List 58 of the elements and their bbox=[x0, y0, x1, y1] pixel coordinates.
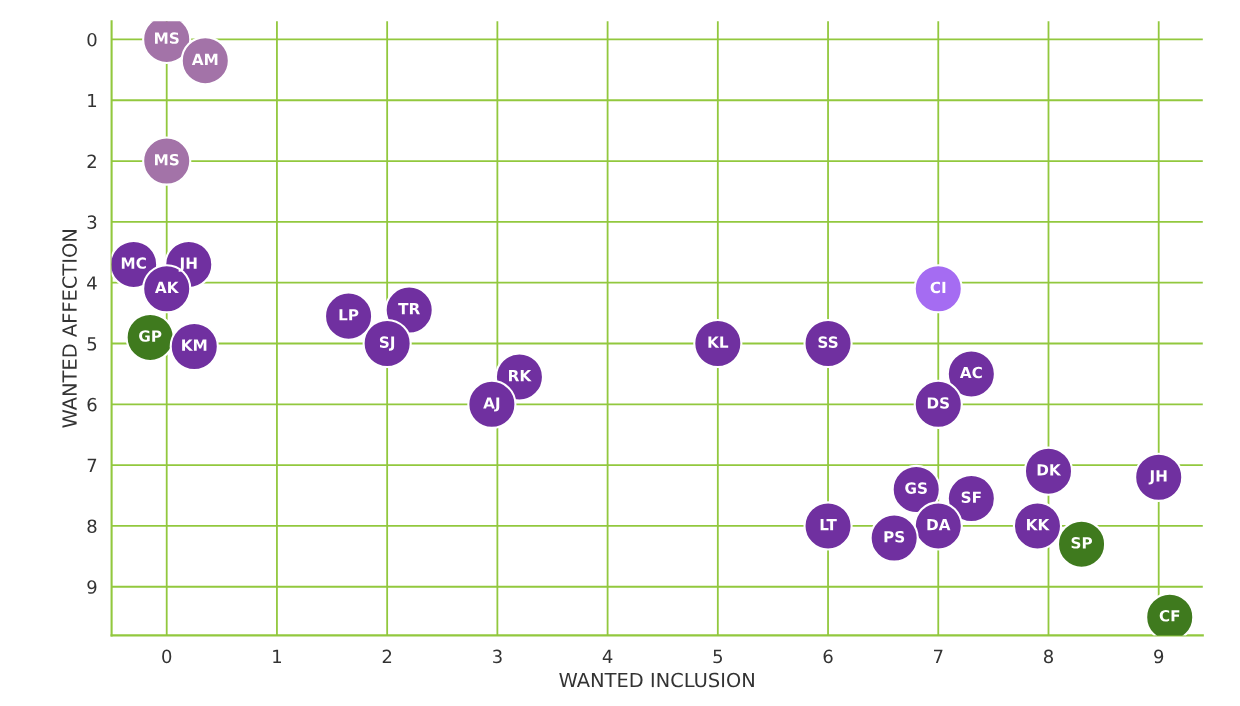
annotation: CF bbox=[1159, 610, 1180, 622]
y-tick-label: 1 bbox=[88, 93, 97, 108]
y-tick-label: 9 bbox=[87, 580, 97, 594]
annotation: PS bbox=[884, 530, 905, 543]
point bbox=[693, 318, 743, 369]
x-tick-label: 9 bbox=[1154, 649, 1164, 664]
annotation: MS bbox=[155, 32, 179, 44]
point bbox=[323, 291, 374, 341]
annotation: SS bbox=[818, 336, 838, 348]
annotation: CI bbox=[930, 281, 946, 294]
annotation: GS bbox=[905, 482, 927, 494]
x-tick-label: 3 bbox=[493, 649, 502, 664]
annotation: DS bbox=[927, 397, 949, 409]
x-tick-label: 1 bbox=[273, 649, 282, 664]
x-tick-label: 7 bbox=[934, 649, 943, 664]
x-tick-label: 2 bbox=[382, 649, 392, 664]
annotation: AC bbox=[959, 366, 982, 379]
annotation: DK bbox=[1037, 464, 1062, 476]
annotation: MC bbox=[121, 257, 146, 269]
annotation: JH bbox=[1148, 470, 1167, 485]
x-tick-label: 4 bbox=[602, 649, 613, 664]
y-tick-label: 4 bbox=[87, 276, 97, 290]
annotation: KL bbox=[708, 336, 729, 348]
annotation: TR bbox=[398, 303, 420, 315]
point bbox=[1056, 519, 1107, 569]
point bbox=[803, 318, 853, 369]
annotation: MS bbox=[155, 153, 179, 166]
annotation: AK bbox=[154, 281, 180, 293]
annotation: JH bbox=[178, 257, 197, 272]
annotation: KM bbox=[182, 339, 207, 351]
x-tick-label: 0 bbox=[162, 649, 172, 664]
annotation: AJ bbox=[483, 397, 500, 412]
y-tick-label: 6 bbox=[87, 397, 97, 412]
x-tick-label: 5 bbox=[713, 649, 722, 664]
annotation: KK bbox=[1027, 519, 1050, 531]
x-tick-label: 6 bbox=[823, 649, 833, 664]
y-tick-label: 5 bbox=[87, 337, 97, 351]
y-tick-label: 3 bbox=[87, 215, 97, 229]
point bbox=[362, 318, 412, 369]
y-tick-label: 8 bbox=[87, 519, 97, 534]
annotation: LP bbox=[339, 309, 359, 321]
point bbox=[869, 513, 919, 563]
point bbox=[913, 264, 963, 314]
annotation: SF bbox=[961, 491, 981, 503]
y-tick-label: 7 bbox=[87, 458, 97, 472]
annotation: SP bbox=[1071, 537, 1093, 549]
x-tick-label: 8 bbox=[1043, 649, 1053, 664]
point bbox=[803, 501, 853, 551]
y-tick-label: 2 bbox=[87, 154, 96, 168]
annotation: RK bbox=[509, 370, 532, 382]
annotation: SJ bbox=[379, 336, 395, 351]
annotation: GP bbox=[139, 330, 162, 342]
x-axis-title: WANTED INCLUSION bbox=[559, 672, 754, 688]
annotation: DA bbox=[927, 519, 951, 531]
y-tick-label: 0 bbox=[87, 32, 97, 47]
annotation: LT bbox=[820, 519, 837, 531]
y-axis-title: WANTED AFFECTION bbox=[62, 230, 77, 428]
annotation: AM bbox=[191, 53, 218, 65]
